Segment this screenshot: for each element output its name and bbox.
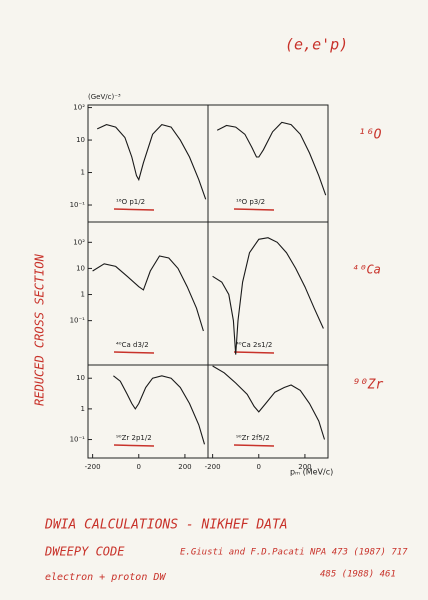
panel-label: ¹⁶O p1/2 — [116, 198, 145, 206]
curve — [92, 255, 204, 332]
y-tick-label: 10⁻¹ — [70, 201, 86, 209]
panel-label: ¹⁶O p3/2 — [236, 198, 265, 206]
footer-line: E.Giusti and F.D.Pacati NPA 473 (1987) 7… — [180, 548, 408, 558]
nucleus-label: ¹⁶O — [358, 128, 382, 143]
x-tick-label: 0 — [137, 463, 141, 471]
y-tick-label: 10 — [76, 374, 85, 382]
y-axis-title: REDUCED CROSS SECTION — [33, 253, 47, 405]
underline — [113, 444, 155, 447]
y-tick-label: 1 — [81, 405, 85, 413]
underline — [233, 444, 275, 447]
curve — [96, 123, 207, 200]
y-tick-label: 1 — [81, 169, 85, 177]
curve — [216, 121, 327, 196]
x-tick-label: 200 — [298, 463, 311, 471]
curve — [212, 365, 326, 440]
x-tick-label: -200 — [205, 463, 221, 471]
underline — [113, 208, 155, 211]
panel-frame — [207, 104, 329, 223]
y-tick-label: 10² — [73, 238, 85, 246]
y-tick-label: 10⁻¹ — [70, 317, 86, 325]
footer-line: DWEEPY CODE — [44, 545, 125, 559]
reaction: (e,e'p) — [285, 36, 348, 54]
y-tick-label: 1 — [81, 291, 85, 299]
x-tick-label: 200 — [178, 463, 191, 471]
underline — [113, 351, 155, 354]
y-tick-label: 10⁻¹ — [70, 436, 86, 444]
y-tick-label: 10 — [76, 136, 85, 144]
footer-line: DWIA CALCULATIONS - NIKHEF DATA — [44, 518, 288, 533]
y-tick-label: 10 — [76, 264, 85, 272]
panel-frame — [207, 364, 329, 459]
x-tick-label: 0 — [257, 463, 261, 471]
curve — [212, 237, 324, 355]
panel-frame — [87, 104, 209, 223]
underline — [233, 351, 275, 354]
x-tick-label: -200 — [85, 463, 101, 471]
panel-label: ⁴⁰Ca d3/2 — [116, 341, 149, 349]
footer-line: 485 (1988) 461 — [320, 570, 396, 580]
y-unit: (GeV/c)⁻³ — [88, 93, 121, 101]
footer-line: electron + proton DW — [45, 572, 166, 583]
panel-label: ⁹⁰Zr 2p1/2 — [116, 434, 152, 442]
curve — [113, 375, 206, 445]
y-tick-label: 10² — [73, 104, 85, 112]
panel-frame — [87, 364, 209, 459]
underline — [233, 208, 275, 211]
panel-label: ⁹⁰Zr 2f5/2 — [236, 434, 270, 442]
nucleus-label: ⁹⁰Zr — [352, 378, 383, 393]
panel-label: ⁴⁰Ca 2s1/2 — [236, 341, 272, 349]
x-axis-title: pₘ (MeV/c) — [290, 468, 333, 477]
nucleus-label: ⁴⁰Ca — [352, 263, 381, 277]
